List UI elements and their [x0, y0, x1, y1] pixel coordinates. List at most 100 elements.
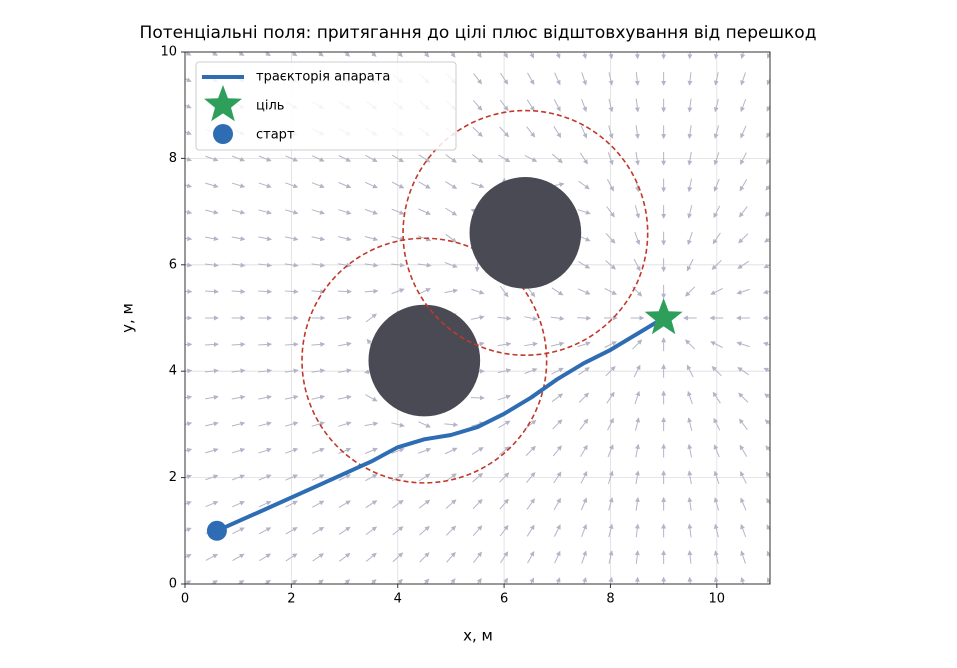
- field-arrow: [580, 497, 588, 511]
- field-arrow: [739, 444, 748, 457]
- field-arrow: [555, 577, 561, 584]
- legend-label: траєкторія апарата: [256, 70, 390, 85]
- field-arrow: [311, 341, 326, 347]
- field-arrow: [258, 155, 272, 162]
- field-arrow: [365, 552, 377, 562]
- field-arrow: [577, 288, 591, 295]
- field-arrow: [365, 313, 377, 323]
- field-arrow: [418, 288, 431, 295]
- field-arrow: [762, 341, 770, 347]
- field-arrow: [392, 552, 404, 563]
- field-arrow: [185, 183, 193, 189]
- field-arrow: [740, 471, 747, 484]
- field-arrow: [311, 474, 325, 481]
- field-arrow: [185, 554, 192, 559]
- field-arrow: [553, 126, 562, 139]
- field-arrow: [687, 470, 693, 485]
- field-arrow: [526, 99, 535, 112]
- field-arrow: [417, 262, 432, 268]
- field-arrow: [397, 578, 403, 584]
- field-arrow: [185, 77, 192, 82]
- field-arrow: [581, 98, 588, 113]
- field-arrow: [497, 315, 512, 321]
- field-arrow: [687, 52, 693, 60]
- field-arrow: [285, 182, 299, 189]
- field-arrow: [582, 576, 587, 584]
- field-arrow: [317, 579, 324, 584]
- field-arrow: [634, 550, 640, 564]
- field-arrow: [311, 155, 325, 162]
- x-tick-label: 0: [181, 592, 189, 607]
- field-arrow: [258, 447, 272, 454]
- field-arrow: [364, 208, 379, 215]
- field-arrow: [634, 205, 641, 219]
- field-arrow: [500, 551, 509, 564]
- field-arrow: [418, 447, 432, 454]
- field-arrow: [498, 446, 510, 456]
- start-marker: [206, 520, 227, 541]
- field-arrow: [685, 286, 696, 297]
- field-arrow: [740, 523, 747, 538]
- field-arrow: [499, 285, 509, 298]
- field-arrow: [311, 368, 326, 374]
- field-arrow: [311, 209, 325, 215]
- field-arrow: [365, 474, 378, 482]
- field-arrow: [364, 288, 379, 294]
- field-arrow: [687, 72, 693, 86]
- field-arrow: [312, 526, 325, 535]
- field-arrow: [338, 368, 352, 374]
- field-arrow: [634, 231, 641, 246]
- field-arrow: [633, 364, 641, 378]
- field-arrow: [497, 368, 512, 374]
- field-arrow: [578, 180, 590, 190]
- field-arrow: [231, 182, 246, 189]
- field-arrow: [418, 421, 431, 428]
- field-arrow: [185, 368, 193, 374]
- obstacle: [469, 177, 582, 289]
- field-arrow: [285, 155, 299, 162]
- field-arrow: [606, 206, 615, 218]
- field-arrow: [634, 523, 640, 538]
- field-arrow: [231, 209, 246, 215]
- field-arrow: [605, 233, 616, 244]
- field-arrow: [263, 52, 271, 57]
- field-arrow: [205, 182, 219, 189]
- field-arrow: [472, 499, 483, 510]
- field-arrow: [634, 52, 640, 60]
- field-arrow: [498, 420, 511, 429]
- field-arrow: [634, 98, 640, 113]
- field-arrow: [552, 445, 562, 457]
- field-arrow: [237, 52, 245, 56]
- field-arrow: [551, 287, 564, 296]
- field-arrow: [581, 523, 588, 538]
- field-arrow: [185, 130, 192, 135]
- field-arrow: [231, 155, 246, 162]
- field-arrow: [471, 315, 485, 320]
- x-tick-label: 8: [606, 592, 614, 607]
- field-arrow: [713, 52, 719, 60]
- field-arrow: [713, 470, 720, 484]
- field-arrow: [284, 368, 299, 374]
- field-arrow: [687, 151, 693, 166]
- field-arrow: [397, 52, 403, 58]
- field-arrow: [526, 471, 536, 483]
- field-arrow: [687, 178, 693, 193]
- field-arrow: [739, 179, 748, 192]
- field-arrow: [766, 497, 770, 506]
- field-arrow: [578, 392, 590, 403]
- field-arrow: [343, 579, 351, 584]
- field-arrow: [524, 341, 538, 347]
- field-arrow: [284, 421, 299, 427]
- field-arrow: [338, 341, 352, 347]
- field-arrow: [476, 577, 482, 584]
- field-arrow: [205, 447, 219, 454]
- goal-marker: [644, 298, 683, 335]
- field-arrow: [713, 72, 719, 86]
- field-arrow: [338, 289, 352, 295]
- field-arrow: [739, 206, 748, 218]
- field-arrow: [764, 393, 770, 399]
- field-arrow: [500, 72, 509, 85]
- field-arrow: [710, 341, 723, 348]
- legend: траєкторія апарата ціль старт: [195, 61, 457, 151]
- field-arrow: [231, 394, 246, 400]
